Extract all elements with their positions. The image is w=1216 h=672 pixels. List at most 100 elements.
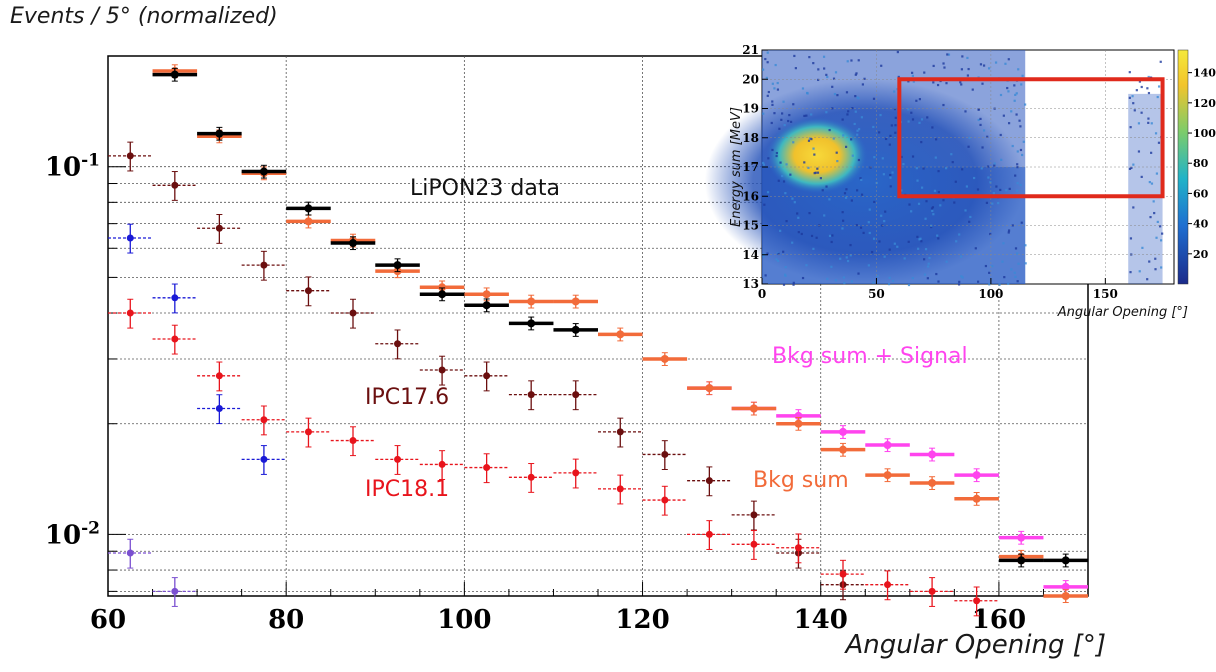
density-cell	[1010, 268, 1013, 271]
density-cell	[950, 153, 953, 156]
density-cell	[931, 206, 935, 209]
density-cell	[857, 272, 860, 275]
data-point	[572, 391, 580, 399]
density-cell	[986, 135, 989, 138]
data-point	[839, 445, 847, 454]
data-point	[794, 419, 803, 428]
density-cell	[814, 171, 817, 174]
data-point	[1061, 592, 1070, 600]
data-point	[215, 404, 223, 412]
inset-y-tick-label: 15	[742, 219, 759, 233]
density-cell	[1135, 89, 1138, 92]
density-cell	[1021, 74, 1024, 77]
density-cell	[991, 202, 994, 205]
density-cell	[918, 98, 921, 101]
density-cell	[960, 68, 963, 71]
density-cell	[977, 108, 980, 111]
density-cell	[1014, 247, 1018, 250]
density-cell	[1161, 232, 1164, 235]
colorbar-tick-label: 80	[1193, 157, 1209, 170]
density-cell	[861, 83, 864, 86]
data-point	[260, 455, 268, 463]
density-cell	[911, 277, 914, 280]
data-point	[126, 309, 134, 317]
density-cell	[808, 137, 811, 140]
density-cell	[872, 281, 875, 284]
density-cell	[855, 72, 858, 75]
density-cell	[794, 67, 797, 70]
data-point	[571, 297, 580, 306]
density-cell	[1006, 86, 1009, 90]
density-cell	[1011, 224, 1014, 227]
density-cell	[988, 283, 991, 286]
density-cell	[771, 82, 774, 85]
density-cell	[989, 181, 992, 184]
density-cell	[779, 229, 782, 232]
density-cell	[853, 122, 856, 126]
density-cell	[867, 264, 870, 267]
density-cell	[834, 71, 838, 74]
density-cell	[868, 231, 871, 235]
data-point	[483, 372, 491, 380]
data-point	[482, 290, 491, 299]
inset-y-tick-label: 13	[742, 277, 759, 291]
density-cell	[1020, 83, 1023, 86]
density-cell	[1024, 244, 1027, 247]
density-cell	[958, 280, 961, 283]
density-cell	[801, 87, 805, 90]
density-cell	[805, 114, 808, 117]
density-cell	[821, 189, 824, 192]
density-cell	[985, 201, 989, 204]
density-cell	[776, 88, 780, 91]
data-point	[171, 294, 179, 302]
data-point	[527, 297, 536, 306]
data-point	[304, 217, 313, 226]
density-cell	[787, 119, 790, 123]
density-cell	[894, 131, 897, 134]
data-point	[928, 450, 937, 459]
density-cell	[856, 133, 859, 136]
density-cell	[782, 283, 786, 286]
density-cell	[1007, 90, 1010, 93]
density-cell	[973, 176, 976, 180]
x-tick-label: 160	[972, 605, 1026, 635]
density-cell	[944, 167, 948, 170]
density-cell	[816, 171, 820, 174]
density-cell	[907, 108, 910, 111]
data-point	[972, 471, 981, 480]
density-cell	[1133, 109, 1136, 112]
density-cell	[1014, 93, 1017, 96]
density-cell	[812, 147, 815, 150]
colorbar-tick-label: 140	[1193, 67, 1216, 80]
density-cell	[1128, 96, 1131, 99]
density-cell	[1008, 187, 1011, 190]
density-cell	[1137, 122, 1141, 125]
density-cell	[767, 157, 770, 160]
density-cell	[917, 247, 920, 250]
density-cell	[781, 174, 784, 178]
colorbar-ticks: 20 40 60 80 100 120 140	[1188, 67, 1216, 261]
density-cell	[891, 171, 894, 174]
density-cell	[974, 247, 977, 250]
density-cell	[839, 257, 842, 260]
density-cell	[849, 243, 852, 247]
density-cell	[770, 121, 773, 125]
density-cell	[860, 178, 863, 181]
density-cell	[934, 156, 937, 159]
density-cell	[819, 177, 822, 180]
density-cell	[847, 110, 850, 113]
density-cell	[783, 123, 786, 127]
density-cell	[855, 224, 858, 227]
density-cell	[893, 108, 897, 111]
inset-x-tick-label: 150	[1093, 287, 1118, 301]
density-cell	[961, 168, 964, 171]
data-point	[1061, 556, 1070, 565]
density-cell	[775, 151, 778, 155]
density-cell	[1149, 216, 1152, 219]
density-cell	[828, 128, 831, 132]
data-point	[750, 540, 758, 548]
density-cell	[782, 180, 786, 183]
density-cell	[986, 165, 990, 168]
density-cell	[953, 201, 956, 204]
density-cell	[911, 74, 914, 77]
